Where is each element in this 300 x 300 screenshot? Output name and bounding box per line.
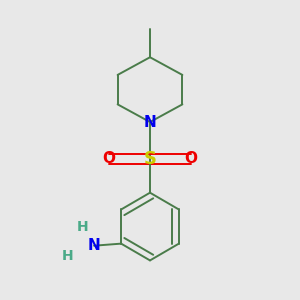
Text: H: H xyxy=(76,220,88,234)
Text: S: S xyxy=(143,150,157,168)
Text: O: O xyxy=(102,151,115,166)
Text: H: H xyxy=(62,249,74,263)
Text: O: O xyxy=(185,151,198,166)
Text: N: N xyxy=(88,238,100,253)
Text: N: N xyxy=(144,115,156,130)
